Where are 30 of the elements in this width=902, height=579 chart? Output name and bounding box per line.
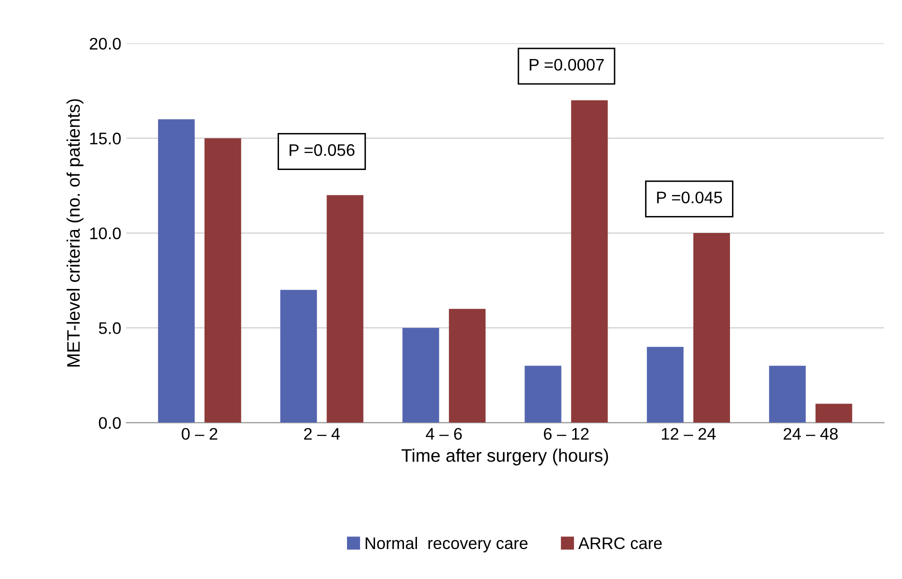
bar — [204, 138, 242, 423]
bar — [448, 308, 486, 423]
bar — [326, 195, 364, 423]
y-tick-label: 20.0 — [90, 38, 121, 50]
x-tick-label: 6 – 12 — [544, 428, 589, 440]
x-axis-title: Time after surgery (hours) — [402, 448, 608, 466]
x-tick-label: 2 – 4 — [304, 428, 340, 440]
x-tick-label: 4 – 6 — [426, 428, 462, 440]
bar — [769, 366, 806, 423]
annotation: P =0.045 — [657, 192, 722, 204]
bar — [693, 233, 730, 423]
bar — [646, 346, 684, 423]
y-tick-label: 0.0 — [98, 417, 121, 429]
bar — [280, 290, 317, 423]
bar — [571, 100, 608, 423]
annotation: P =0.0007 — [530, 58, 604, 71]
y-tick-label: 10.0 — [90, 227, 121, 240]
x-tick-label: 0 – 2 — [182, 428, 218, 440]
bar — [158, 119, 195, 423]
y-axis-title: MET-level criteria (no. of patients) — [66, 99, 84, 367]
y-tick-label: 15.0 — [90, 132, 121, 144]
legend-label: Normal recovery care — [366, 536, 528, 552]
legend-label: ARRC care — [578, 537, 662, 550]
bar — [402, 328, 440, 423]
bar — [524, 366, 562, 423]
bar — [816, 404, 852, 423]
y-tick-label: 5.0 — [98, 322, 121, 334]
x-tick-label: 12 – 24 — [662, 428, 716, 440]
annotation: P =0.056 — [290, 144, 354, 156]
x-tick-label: 24 – 48 — [784, 428, 838, 440]
